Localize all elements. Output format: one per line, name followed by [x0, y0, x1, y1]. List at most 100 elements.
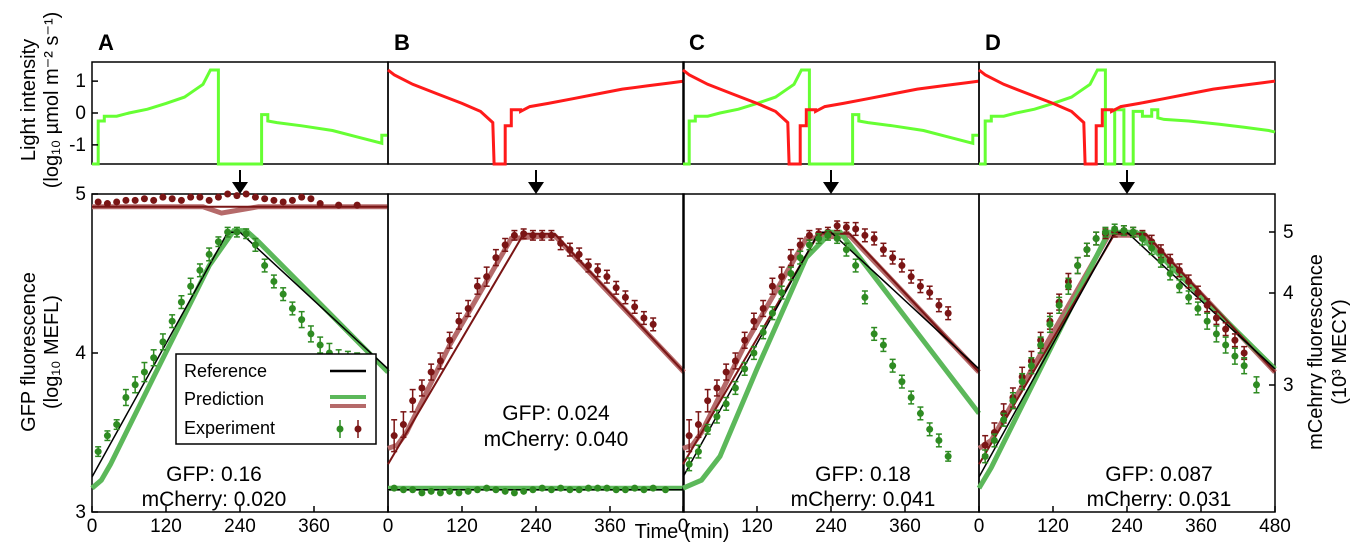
x-tick-label: 240 — [520, 516, 552, 537]
gfp-experiment-point — [1037, 341, 1045, 349]
x-tick-label: 240 — [815, 516, 847, 537]
gfp-experiment-point — [177, 298, 185, 306]
mcherry-experiment-point — [935, 301, 943, 309]
gfp-experiment-point — [140, 368, 148, 376]
svg-text:(log₁₀ MEFL): (log₁₀ MEFL) — [41, 295, 63, 409]
gfp-experiment-point — [852, 262, 860, 270]
gfp-prediction-line — [976, 229, 1277, 490]
light-y-tick-label: -1 — [69, 135, 86, 156]
fluorescence-axes-frame — [387, 193, 685, 513]
gfp-experiment-point — [538, 484, 546, 492]
gfp-experiment-point — [1138, 235, 1146, 243]
mcherry-reference-line — [682, 232, 980, 465]
mcherry-score-label: mCherry: 0.020 — [142, 488, 287, 511]
legend-prediction-label: Prediction — [184, 389, 264, 409]
gfp-experiment-point — [879, 341, 887, 349]
mcherry-experiment-point — [694, 421, 702, 429]
green-light-trace — [92, 68, 388, 166]
mcherry-experiment-point — [907, 273, 915, 281]
mcherry-experiment-point — [1212, 314, 1220, 322]
mcherry-experiment-point — [612, 284, 620, 292]
mcherry-experiment-point — [640, 314, 648, 322]
gfp-experiment-point — [150, 354, 158, 362]
mcherry-experiment-point — [1203, 301, 1211, 309]
x-tick-label: 120 — [1037, 516, 1069, 537]
mcherry-score-label: mCherry: 0.041 — [791, 488, 936, 511]
mcherry-experiment-point — [926, 289, 934, 297]
legend-experiment-label: Experiment — [184, 418, 275, 438]
gfp-experiment-point — [557, 484, 565, 492]
mcherry-experiment-point — [196, 193, 204, 201]
gfp-experiment-point — [279, 290, 287, 298]
gfp-experiment-point — [935, 436, 943, 444]
mcherry-experiment-point — [150, 196, 158, 204]
gfp-experiment-point — [113, 421, 121, 429]
gfp-experiment-point — [1240, 362, 1248, 370]
gfp-experiment-point — [805, 241, 813, 249]
gfp-experiment-point — [520, 487, 528, 495]
gfp-experiment-point — [529, 486, 537, 494]
gfp-experiment-point — [1175, 282, 1183, 290]
mcherry-experiment-point — [879, 246, 887, 254]
mcherry-experiment-point — [483, 273, 491, 281]
arrow-down-icon — [823, 182, 839, 194]
gfp-experiment-point — [916, 409, 924, 417]
mcherry-experiment-point — [833, 222, 841, 230]
gfp-experiment-point — [824, 231, 832, 239]
gfp-experiment-point — [1000, 416, 1008, 424]
gfp-experiment-point — [473, 486, 481, 494]
mcherry-experiment-point — [233, 192, 241, 200]
arrow-down-icon — [232, 182, 248, 194]
mcherry-experiment-point — [852, 225, 860, 233]
gfp-prediction-line — [682, 229, 981, 491]
gfp-experiment-point — [575, 486, 583, 494]
gfp-experiment-point — [196, 266, 204, 274]
mcherry-experiment-point — [436, 357, 444, 365]
mcherry-experiment-point — [805, 231, 813, 239]
gfp-experiment-point — [787, 270, 795, 277]
gfp-experiment-point — [418, 489, 426, 497]
red-light-trace — [387, 68, 685, 166]
gfp-y-tick-label: 5 — [75, 184, 86, 205]
gfp-experiment-point — [436, 489, 444, 497]
gfp-experiment-point — [159, 338, 167, 346]
gfp-experiment-point — [750, 349, 758, 357]
light-y-tick-label: 1 — [75, 71, 86, 92]
green-light-trace — [979, 68, 1276, 166]
mcherry-experiment-point — [242, 190, 250, 198]
gfp-experiment-point — [409, 486, 417, 494]
gfp-experiment-point — [307, 330, 315, 338]
mcherry-experiment-point — [566, 246, 574, 254]
mcherry-experiment-point — [473, 282, 481, 290]
mcherry-experiment-point — [722, 368, 730, 376]
mcherry-experiment-point — [113, 198, 121, 206]
red-light-trace — [682, 68, 980, 166]
gfp-experiment-point — [1253, 381, 1260, 389]
mcherry-experiment-point — [492, 254, 500, 262]
gfp-experiment-point — [446, 487, 454, 495]
gfp-score-label: GFP: 0.18 — [815, 463, 911, 486]
mcherry-experiment-point — [621, 293, 629, 301]
panel-b: B 0 120 240 360 GFP: 0.024 mCherry: 0.040 — [383, 30, 686, 537]
gfp-experiment-point — [205, 250, 213, 258]
panel-label: D — [985, 30, 1001, 55]
gfp-experiment-point — [1185, 293, 1193, 301]
mcherry-experiment-point — [685, 432, 693, 440]
mcherry-experiment-point — [464, 304, 472, 312]
mcherry-prediction-line — [682, 232, 981, 451]
mcherry-experiment-point — [224, 190, 232, 198]
mcherry-experiment-point — [214, 193, 222, 201]
mcherry-experiment-point — [1240, 349, 1248, 357]
mcherry-experiment-point — [177, 196, 185, 204]
mcherry-experiment-point — [288, 196, 296, 204]
mcherry-experiment-point — [390, 432, 398, 440]
mcherry-score-label: mCherry: 0.031 — [1087, 488, 1232, 511]
x-tick-label: 0 — [383, 516, 394, 537]
gfp-experiment-point — [759, 328, 767, 336]
mcherry-experiment-point — [1222, 325, 1230, 333]
mcherry-experiment-point — [94, 198, 102, 206]
gfp-experiment-point — [640, 486, 648, 494]
x-tick-label: 240 — [1111, 516, 1143, 537]
